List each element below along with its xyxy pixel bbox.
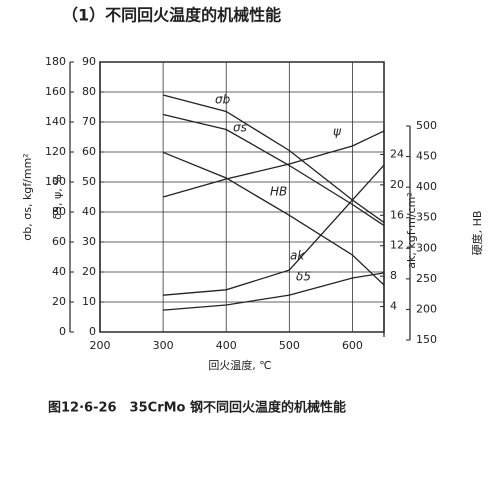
y-tick-label: 90 [82, 55, 96, 68]
series-line [162, 113, 385, 227]
caption: 图12·6-26 35CrMo 钢不同回火温度的机械性能 [48, 400, 346, 416]
y-tick-label: 450 [416, 150, 437, 163]
y-tick-label: 70 [82, 115, 96, 128]
x-tick-label: 600 [342, 339, 363, 352]
y-tick-label: 50 [82, 175, 96, 188]
y-tick-label: 400 [416, 180, 437, 193]
y-tick-label: 16 [390, 208, 404, 221]
y-tick-label: 80 [82, 85, 96, 98]
y-tick-label: 100 [45, 175, 66, 188]
y-tick-label: 0 [59, 325, 66, 338]
y-tick-label: 200 [416, 302, 437, 315]
y-tick-label: 180 [45, 55, 66, 68]
y-tick-label: 60 [82, 145, 96, 158]
y-tick-label: 12 [390, 239, 404, 252]
x-axis-label: 回火温度, ℃ [208, 358, 271, 372]
series-line [163, 164, 385, 296]
y-tick-label: 80 [52, 205, 66, 218]
series-line [162, 130, 385, 198]
series-line [162, 151, 385, 286]
y-tick-label: 250 [416, 272, 437, 285]
y-axis-label: ak, kgf·m/cm² [405, 192, 418, 268]
y-tick-label: 40 [82, 205, 96, 218]
y-axis-label: δ5, ψ, % [51, 174, 64, 219]
y-tick-label: 30 [82, 235, 96, 248]
y-tick-label: 140 [45, 115, 66, 128]
y-tick-label: 0 [89, 325, 96, 338]
series-label: σs [233, 121, 247, 135]
x-tick-label: 300 [153, 339, 174, 352]
series-line [162, 94, 385, 224]
series-label: σb [215, 93, 231, 107]
x-tick-label: 500 [279, 339, 300, 352]
y-tick-label: 20 [52, 295, 66, 308]
y-tick-label: 120 [45, 145, 66, 158]
y-tick-label: 300 [416, 241, 437, 254]
y-axis-label: σb, σs, kgf/mm² [21, 153, 34, 240]
y-tick-label: 150 [416, 333, 437, 346]
y-tick-label: 24 [390, 147, 404, 160]
y-axis-label: 硬度, HB [470, 211, 484, 256]
chart-title: （1）不同回火温度的机械性能 [62, 6, 281, 25]
y-tick-label: 350 [416, 211, 437, 224]
series-line [163, 272, 385, 311]
y-tick-label: 20 [390, 178, 404, 191]
y-tick-label: 10 [82, 295, 96, 308]
series-label: ψ [333, 125, 342, 139]
y-tick-label: 60 [52, 235, 66, 248]
series-label: HB [270, 185, 287, 199]
x-tick-label: 400 [216, 339, 237, 352]
y-tick-label: 500 [416, 119, 437, 132]
y-tick-label: 40 [52, 265, 66, 278]
x-tick-label: 200 [90, 339, 111, 352]
y-tick-label: 20 [82, 265, 96, 278]
series-label: ak [290, 249, 305, 263]
series-label: δ5 [296, 270, 311, 284]
y-tick-label: 8 [390, 269, 397, 282]
y-tick-label: 160 [45, 85, 66, 98]
y-tick-label: 4 [390, 300, 397, 313]
